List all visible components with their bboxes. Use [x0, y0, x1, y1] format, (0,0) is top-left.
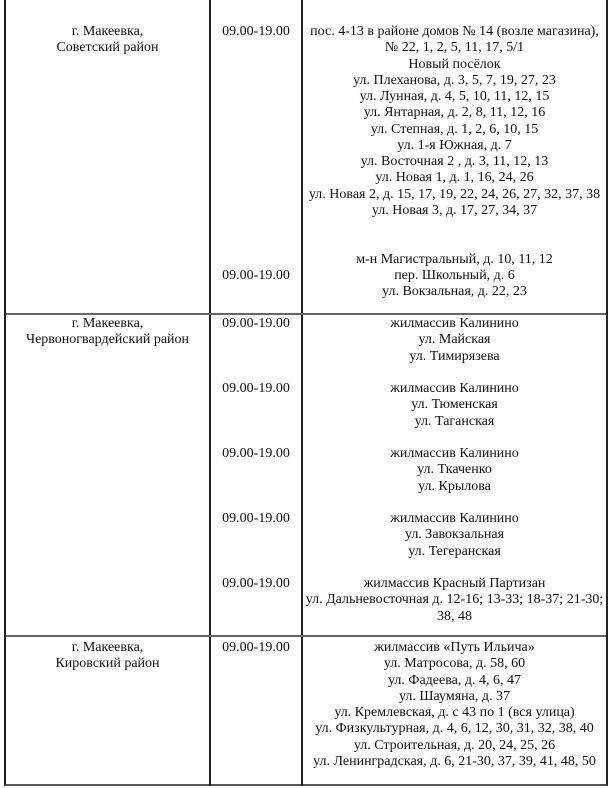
time-range: 09.00-19.00	[222, 24, 290, 39]
address-line: жилмассив Калинино	[390, 381, 519, 396]
time-range: 09.00-19.00	[222, 640, 290, 655]
address-line: м-н Магистральный, д. 10, 11, 12	[356, 251, 553, 267]
time-range: 09.00-19.00	[222, 381, 290, 396]
time-range: 09.00-19.00	[222, 446, 290, 461]
district-cell: г. Макеевка, Советский район	[6, 0, 211, 315]
address-line: ул. Шаумяна, д. 37	[399, 688, 510, 704]
time-range: 09.00-19.00	[222, 316, 290, 331]
address-line: ул. Строительная, д. 20, 24, 25, 26	[353, 737, 556, 753]
address-block: жилмассив Калинино ул. Завокзальная ул. Те…	[305, 511, 604, 560]
address-line: ул. Физкультурная, д. 4, 6, 12, 30, 31, …	[315, 721, 594, 737]
address-line: ул. Ленинградская, д. 6, 21-30, 37, 39, …	[313, 753, 596, 769]
time-cell: 09.00-19.00 09.00-19.00	[211, 0, 303, 315]
address-cell: жилмассив «Путь Ильича» ул. Матросова, д.…	[303, 637, 606, 786]
address-line: пер. Школьный, д. 6	[394, 267, 515, 283]
district-name: г. Макеевка,	[71, 640, 144, 655]
address-cell: пос. 4-13 в районе домов № 14 (возле маг…	[303, 0, 606, 315]
address-line: ул. Майская	[418, 332, 491, 348]
address-line: ул. Новая 1, д. 1, 16, 24, 26	[375, 170, 534, 186]
district-name: г. Макеевка,	[71, 24, 144, 39]
address-cell: жилмассив Калинино ул. Майская ул. Тимиряз…	[303, 315, 606, 637]
address-block: пос. 4-13 в районе домов № 14 (возле маг…	[305, 24, 604, 219]
district-cell: г. Макеевка, Червоногвардейский район	[6, 315, 211, 637]
address-line: жилмассив Красный Партизан	[363, 576, 546, 591]
address-line: ул. Степная, д. 1, 2, 6, 10, 15	[370, 121, 539, 137]
time-range: 09.00-19.00	[222, 576, 290, 591]
address-line: ул. Тюменская	[411, 397, 498, 413]
address-line: жилмассив Калинино	[390, 446, 519, 461]
address-block: жилмассив Калинино ул. Ткаченко ул. Крылов…	[305, 446, 604, 495]
district-name: г. Макеевка,	[71, 316, 144, 331]
address-line: ул. Тимирязева	[409, 348, 500, 364]
address-block: жилмассив Калинино ул. Майская ул. Тимиряз…	[305, 316, 604, 365]
address-line: ул. Дальневосточная д. 12-16; 13-33; 18-…	[305, 592, 604, 624]
schedule-table: г. Макеевка, Советский район 09.00-19.00 09…	[4, 0, 608, 786]
address-block: жилмассив Калинино ул. Тюменская ул. Таган…	[305, 381, 604, 430]
address-line: ул. Вокзальная, д. 22, 23	[382, 284, 527, 299]
address-line: ул. Восточная 2 , д. 3, 11, 12, 13	[360, 154, 549, 169]
district-name: Червоногвардейский район	[25, 332, 190, 348]
district-cell: г. Макеевка, Кировский район	[6, 637, 211, 786]
address-line: ул. 1-я Южная, д. 7	[397, 137, 512, 153]
address-line: ул. Ткаченко	[417, 462, 492, 478]
address-line: жилмассив Калинино	[390, 511, 519, 526]
address-block: жилмассив «Путь Ильича» ул. Матросова, д.…	[305, 640, 604, 770]
district-name: Кировский район	[55, 656, 160, 672]
address-line: ул. Янтарная, д. 2, 8, 11, 12, 16	[363, 105, 546, 121]
time-cell: 09.00-19.00	[211, 637, 303, 786]
table-row: г. Макеевка, Кировский район 09.00-19.00 жи…	[6, 635, 606, 786]
address-line: ул. Новая 2, д. 15, 17, 19, 22, 24, 26, …	[308, 186, 601, 202]
address-line: ул. Тегеранская	[408, 543, 501, 559]
address-block: м-н Магистральный, д. 10, 11, 12 пер. Шко…	[305, 252, 604, 301]
time-cell: 09.00-19.00 09.00-19.00 09.00-19.00 09.00-1…	[211, 315, 303, 637]
address-line: жилмассив Калинино	[390, 316, 519, 331]
address-line: ул. Кремлевская, д. с 43 по 1 (вся улица…	[334, 705, 575, 720]
address-line: ул. Лунная, д. 4, 5, 10, 11, 12, 15	[359, 89, 550, 104]
district-name: Советский район	[56, 40, 159, 56]
table-row: г. Макеевка, Червоногвардейский район 09.0…	[6, 313, 606, 637]
address-line: жилмассив «Путь Ильича»	[374, 640, 535, 655]
address-line: ул. Завокзальная	[404, 527, 505, 543]
address-line: Новый посёлок	[408, 56, 501, 72]
time-range: 09.00-19.00	[222, 511, 290, 526]
address-line: ул. Новая 3, д. 17, 27, 34, 37	[371, 202, 538, 218]
address-line: ул. Крылова	[418, 478, 491, 494]
table-row: г. Макеевка, Советский район 09.00-19.00 09…	[6, 0, 606, 315]
address-line: ул. Фадеева, д. 4, 6, 47	[388, 672, 521, 688]
address-line: ул. Таганская	[414, 413, 495, 429]
address-line: пос. 4-13 в районе домов № 14 (возле маг…	[310, 24, 599, 39]
address-line: № 22, 1, 2, 5, 11, 17, 5/1	[384, 40, 525, 56]
address-line: ул. Плеханова, д. 3, 5, 7, 19, 27, 23	[353, 72, 556, 88]
address-line: ул. Матросова, д. 58, 60	[383, 656, 526, 672]
address-block: жилмассив Красный Партизан ул. Дальневост…	[305, 576, 604, 625]
time-range: 09.00-19.00	[222, 267, 290, 283]
